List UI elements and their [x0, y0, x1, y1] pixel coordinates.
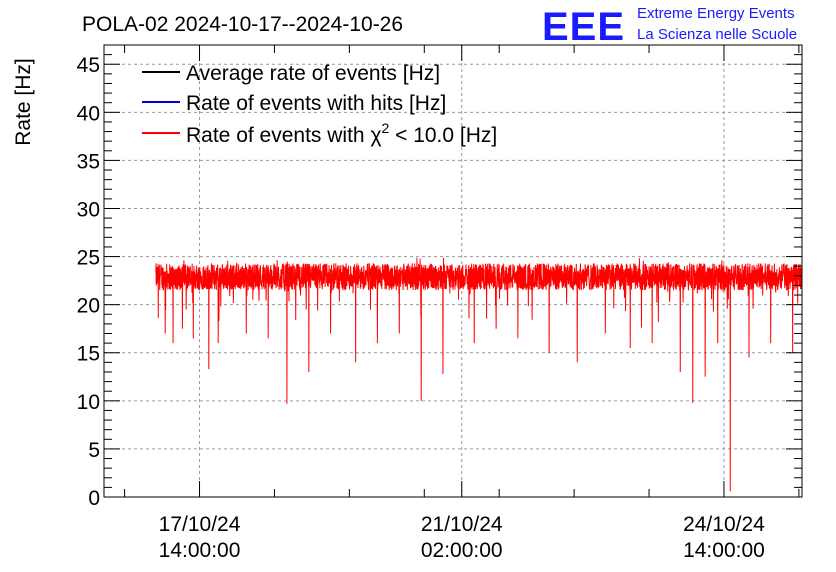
y-tick-label-25: 25 — [77, 247, 100, 270]
x-tick-date-2: 24/10/24 — [683, 513, 765, 536]
series-line-0 — [155, 257, 803, 492]
legend-label-chi2: Rate of events with χ2 < 10.0 [Hz] — [186, 120, 497, 147]
eee-logo-mark: EEE — [542, 5, 625, 49]
legend-label-hits: Rate of events with hits [Hz] — [186, 92, 446, 115]
legend-chi2-suffix: < 10.0 [Hz] — [389, 124, 497, 147]
eee-logo: EEE Extreme Energy Events La Scienza nel… — [542, 5, 797, 49]
plot-frame — [103, 44, 803, 498]
legend-chi2-symbol: χ — [370, 124, 381, 147]
legend-chi2-superscript: 2 — [381, 120, 389, 136]
y-tick-label-10: 10 — [77, 391, 100, 414]
x-tick-date-0: 17/10/24 — [159, 513, 241, 536]
x-tick-labels: 17/10/24 14:00:00 21/10/24 02:00:00 24/10/24… — [159, 513, 766, 562]
legend-chi2-prefix: Rate of events with — [186, 124, 370, 147]
eee-logo-line1: Extreme Energy Events — [637, 5, 795, 22]
y-tick-label-0: 0 — [88, 487, 100, 510]
x-tick-time-2: 14:00:00 — [683, 539, 765, 562]
legend-label-average: Average rate of events [Hz] — [186, 62, 440, 85]
axes — [103, 44, 803, 498]
eee-logo-line2: La Scienza nelle Scuole — [637, 26, 797, 43]
y-tick-label-15: 15 — [77, 343, 100, 366]
y-axis-label: Rate [Hz] — [12, 58, 35, 146]
y-tick-label-40: 40 — [77, 102, 100, 125]
y-tick-label-35: 35 — [77, 150, 100, 173]
y-tick-label-5: 5 — [88, 439, 100, 462]
y-tick-label-30: 30 — [77, 198, 100, 221]
y-tick-label-20: 20 — [77, 295, 100, 318]
legend: Average rate of events [Hz] Rate of even… — [142, 62, 497, 147]
x-tick-time-1: 02:00:00 — [421, 539, 503, 562]
y-tick-labels: 0 5 10 15 20 25 30 35 40 45 — [77, 54, 100, 510]
y-tick-label-45: 45 — [77, 54, 100, 77]
x-tick-time-0: 14:00:00 — [159, 539, 241, 562]
series-layer — [155, 257, 803, 492]
chart-title: POLA-02 2024-10-17--2024-10-26 — [82, 13, 403, 36]
x-tick-date-1: 21/10/24 — [421, 513, 503, 536]
